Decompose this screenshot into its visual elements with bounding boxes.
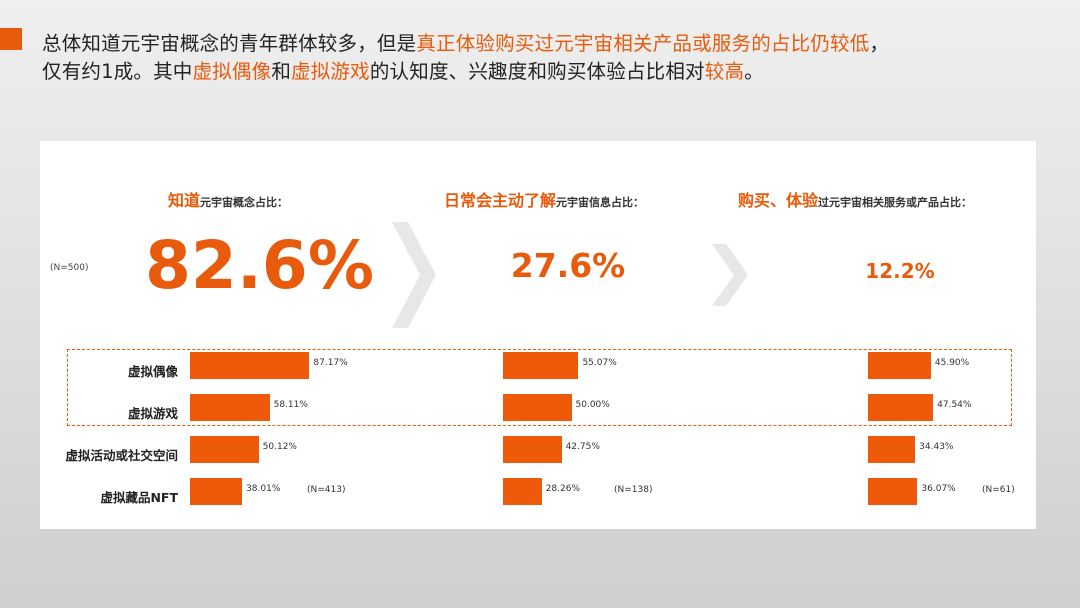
- sample-size-label: (N=413): [307, 485, 346, 495]
- bar-follow-nft: [503, 478, 542, 505]
- bar-label: 45.90%: [934, 358, 970, 368]
- accent-bar: [0, 28, 22, 50]
- stat-value-purchase: 12.2%: [865, 259, 935, 283]
- sample-size-total: (N=500): [50, 263, 89, 273]
- headline: 总体知道元宇宙概念的青年群体较多，但是真正体验购买过元宇宙相关产品或服务的占比仍…: [42, 32, 890, 83]
- bar-aware-social: [190, 436, 259, 463]
- bar-purchase-social: [868, 436, 916, 463]
- bar-aware-idol: [190, 352, 310, 379]
- bar-follow-social: [503, 436, 562, 463]
- stat-value-follow: 27.6%: [510, 246, 626, 285]
- bar-follow-game: [503, 394, 572, 421]
- stat-title-aware: 知道元宇宙概念占比：: [168, 191, 289, 210]
- chart-panel: [40, 141, 1036, 529]
- bar-purchase-idol: [868, 352, 931, 379]
- highlight-dashed-box: [67, 349, 1012, 426]
- bar-label: 34.43%: [919, 442, 954, 452]
- bar-label: 36.07%: [921, 484, 956, 494]
- bar-aware-nft: [190, 478, 243, 505]
- stat-title-purchase: 购买、体验过元宇宙相关服务或产品占比：: [738, 191, 973, 210]
- bar-label: 50.00%: [575, 400, 610, 410]
- category-label: 虚拟藏品NFT: [100, 490, 178, 505]
- bar-label: 87.17%: [313, 358, 348, 368]
- bar-label: 50.12%: [262, 442, 297, 452]
- chevron-right-icon: [392, 222, 436, 328]
- stat-value-aware: 82.6%: [145, 227, 374, 304]
- sample-size-label: (N=138): [614, 485, 653, 495]
- bar-label: 42.75%: [565, 442, 600, 452]
- bar-label: 47.54%: [937, 400, 972, 410]
- bar-aware-game: [190, 394, 270, 421]
- sample-size-label: (N=61): [982, 485, 1015, 495]
- category-label: 虚拟游戏: [127, 406, 178, 421]
- chevron-right-icon: [712, 244, 748, 306]
- bar-label: 28.26%: [545, 484, 581, 494]
- bar-label: 38.01%: [246, 484, 281, 494]
- stat-title-follow: 日常会主动了解元宇宙信息占比：: [444, 191, 645, 210]
- category-label: 虚拟活动或社交空间: [65, 448, 178, 463]
- bar-purchase-nft: [868, 478, 918, 505]
- bar-label: 55.07%: [582, 358, 617, 368]
- bar-label: 58.11%: [273, 400, 308, 410]
- bar-purchase-game: [868, 394, 934, 421]
- bar-follow-idol: [503, 352, 579, 379]
- category-label: 虚拟偶像: [127, 364, 178, 379]
